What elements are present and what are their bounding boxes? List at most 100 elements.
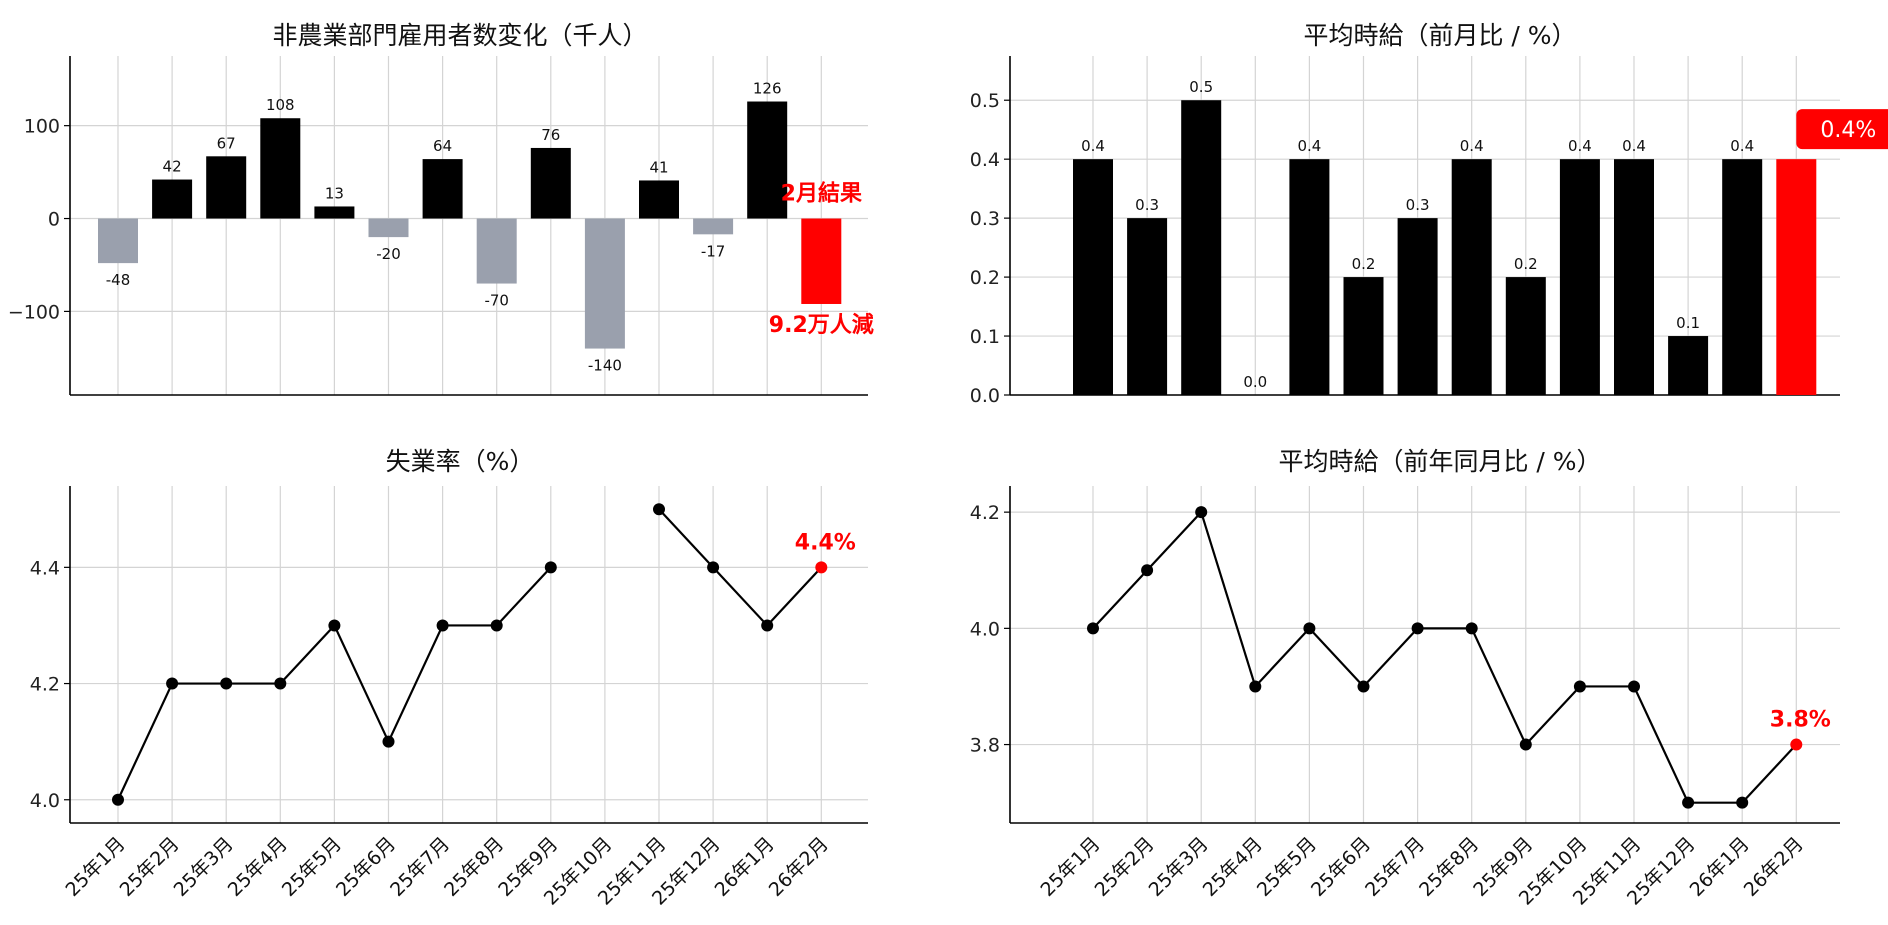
data-label: 64 (433, 137, 452, 155)
bar (1289, 159, 1330, 395)
x-tick-label: 25年2月 (1091, 833, 1159, 901)
data-label: -17 (701, 242, 726, 260)
wage-mom-chart: 平均時給（前月比 / %） 0.0 0.1 0.2 0.3 0.4 0.5 0.4 0.3 0.5… (970, 21, 1888, 407)
series-segment (1146, 511, 1203, 571)
bar (1668, 336, 1709, 395)
x-tick-label: 25年8月 (440, 833, 508, 901)
data-point (1249, 680, 1262, 693)
x-tick-label: 25年7月 (1361, 833, 1429, 901)
series-segment (387, 624, 444, 743)
bar (1073, 159, 1113, 395)
bar (98, 218, 138, 264)
bar (1722, 159, 1763, 395)
x-tick-label: 25年1月 (1036, 833, 1104, 901)
series-segment (1308, 627, 1365, 688)
series-segment (658, 508, 714, 569)
data-label: 67 (217, 134, 236, 152)
bar (639, 180, 679, 219)
bar (152, 179, 193, 219)
data-point (544, 561, 557, 574)
data-label: -140 (588, 357, 622, 375)
data-point (1519, 738, 1532, 751)
data-label: 126 (753, 80, 782, 98)
x-tick-label: 25年1月 (61, 833, 129, 901)
bar (368, 218, 409, 238)
data-label: 0.4 (1460, 137, 1484, 155)
bar (206, 156, 247, 219)
data-label: 0.4 (1568, 137, 1592, 155)
data-point (761, 619, 774, 632)
data-point (1195, 506, 1208, 519)
y-tick-label: 4.0 (30, 790, 60, 812)
x-tick-label: 25年5月 (1253, 833, 1321, 901)
y-tick-label: 3.8 (970, 735, 1000, 757)
x-tick-label: 25年2月 (116, 833, 184, 901)
x-tick-label: 25年6月 (332, 833, 400, 901)
y-tick-label: 4.0 (970, 618, 1000, 640)
wage-yoy-chart: 平均時給（前年同月比 / %）3.84.04.23.8%25年1月25年2月25… (970, 447, 1840, 910)
data-point (1087, 622, 1099, 635)
y-tick-label: 4.4 (30, 557, 60, 579)
annotation-badge (1796, 109, 1888, 150)
data-label: 41 (649, 158, 668, 176)
y-tick-label: 0 (48, 209, 60, 231)
data-point (220, 677, 233, 690)
bar (1776, 159, 1817, 395)
series-segment (766, 566, 823, 627)
x-tick-label: 26年1月 (1686, 833, 1754, 901)
data-point (1573, 680, 1586, 693)
bar (260, 118, 301, 219)
data-label: 42 (163, 158, 182, 176)
bar (1127, 218, 1168, 395)
series-segment (1362, 627, 1419, 688)
data-label: 0.4 (1297, 137, 1321, 155)
data-point (328, 619, 341, 632)
data-label: -20 (376, 245, 401, 263)
bar (1559, 159, 1600, 395)
bar (1614, 159, 1654, 395)
data-point (166, 677, 179, 690)
bar (1181, 100, 1222, 395)
data-point (436, 619, 449, 632)
data-point (1682, 796, 1695, 809)
data-label: 0.2 (1514, 255, 1538, 273)
data-point (1357, 680, 1370, 693)
x-tick-label: 26年2月 (765, 833, 833, 901)
series-segment (1633, 685, 1690, 804)
bar (1505, 277, 1546, 395)
data-label: 0.4 (1081, 137, 1105, 155)
data-label: 76 (541, 126, 560, 144)
y-tick-label: 0.2 (970, 267, 1000, 289)
data-label: 0.3 (1135, 196, 1159, 214)
bar (801, 218, 842, 304)
data-label: -70 (484, 292, 509, 310)
data-point (382, 735, 395, 748)
y-tick-label: 0.0 (970, 385, 1000, 407)
x-tick-label: 26年2月 (1740, 833, 1808, 901)
bar (476, 218, 517, 284)
data-point (490, 619, 503, 632)
data-point (274, 677, 287, 690)
bar (1397, 218, 1438, 395)
data-point (1465, 622, 1478, 635)
chart-title: 平均時給（前月比 / %） (1303, 21, 1576, 50)
series-segment (1524, 685, 1581, 746)
annotation-label: 4.4% (795, 530, 856, 555)
chart-title: 平均時給（前年同月比 / %） (1278, 447, 1601, 476)
series-segment (1254, 627, 1311, 688)
bar (1451, 159, 1492, 395)
data-label: 0.4 (1622, 137, 1646, 155)
unemployment-chart: 失業率（%）4.04.24.44.4%25年1月25年2月25年3月25年4月2… (30, 447, 868, 910)
y-tick-label: 0.3 (970, 208, 1000, 230)
data-point (1411, 622, 1424, 635)
series-segment (117, 683, 174, 801)
data-point (1790, 738, 1803, 751)
series-segment (1470, 627, 1527, 746)
x-tick-label: 25年4月 (224, 833, 292, 901)
data-point (815, 561, 828, 574)
data-label: 0.5 (1189, 78, 1213, 96)
data-point (707, 561, 720, 574)
bar (422, 159, 463, 219)
x-tick-label: 25年3月 (170, 833, 238, 901)
